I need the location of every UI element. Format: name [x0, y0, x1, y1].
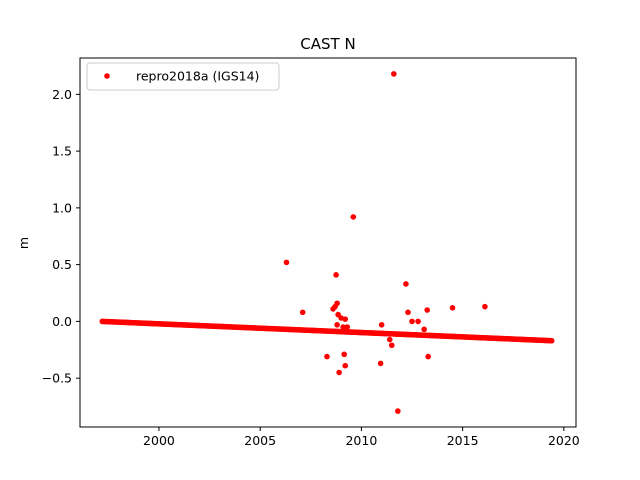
- legend: repro2018a (IGS14): [86, 62, 280, 91]
- data-point: [405, 309, 411, 316]
- data-point: [415, 318, 421, 325]
- data-point: [386, 336, 393, 343]
- axes: 2000 2005 2010 2015 2020 −0.5 0.0 0.5 1.0 1.5 2.0: [42, 57, 580, 448]
- x-tick-label: 2000: [143, 433, 175, 448]
- data-point: [340, 324, 346, 330]
- legend-label: repro2018a (IGS14): [136, 69, 259, 84]
- data-point: [336, 369, 342, 376]
- y-tick-label: 0.5: [52, 257, 72, 272]
- data-point: [342, 362, 349, 369]
- data-point: [377, 360, 384, 367]
- y-tick-label: 2.0: [52, 87, 72, 102]
- data-point: [395, 408, 401, 414]
- y-tick-label: 1.0: [52, 200, 72, 215]
- data-point: [409, 318, 415, 325]
- chart-title: CAST N: [300, 35, 355, 53]
- legend-box: [86, 62, 280, 91]
- series-0: [99, 71, 555, 414]
- data-point: [283, 259, 290, 266]
- data-point: [342, 316, 349, 322]
- data-point: [334, 322, 340, 328]
- data-point: [388, 342, 395, 349]
- data-point: [341, 351, 348, 358]
- axes-frame: [79, 57, 577, 428]
- data-point: [403, 281, 409, 287]
- data-point: [421, 326, 427, 333]
- x-tick-label: 2005: [244, 433, 276, 448]
- data-point: [334, 300, 340, 307]
- data-point: [350, 214, 357, 220]
- data-point: [449, 304, 456, 311]
- data-point: [548, 337, 555, 344]
- x-tick-label: 2015: [447, 433, 479, 448]
- data-point: [344, 324, 351, 330]
- y-axis-label: m: [16, 237, 31, 249]
- y-tick-label: −0.5: [42, 371, 72, 386]
- data-point: [482, 303, 488, 310]
- legend-marker: [104, 73, 110, 79]
- data-point: [391, 71, 397, 77]
- data-point: [299, 309, 306, 316]
- y-tick-label: 0.0: [52, 314, 72, 329]
- x-tick-label: 2020: [548, 433, 580, 448]
- data-point: [333, 272, 339, 278]
- data-point: [324, 353, 330, 360]
- data-point: [424, 307, 431, 313]
- y-tick-label: 1.5: [52, 144, 72, 159]
- plot-area: [99, 71, 555, 414]
- data-point: [378, 322, 385, 328]
- x-tick-label: 2010: [345, 433, 377, 448]
- data-point: [425, 353, 432, 360]
